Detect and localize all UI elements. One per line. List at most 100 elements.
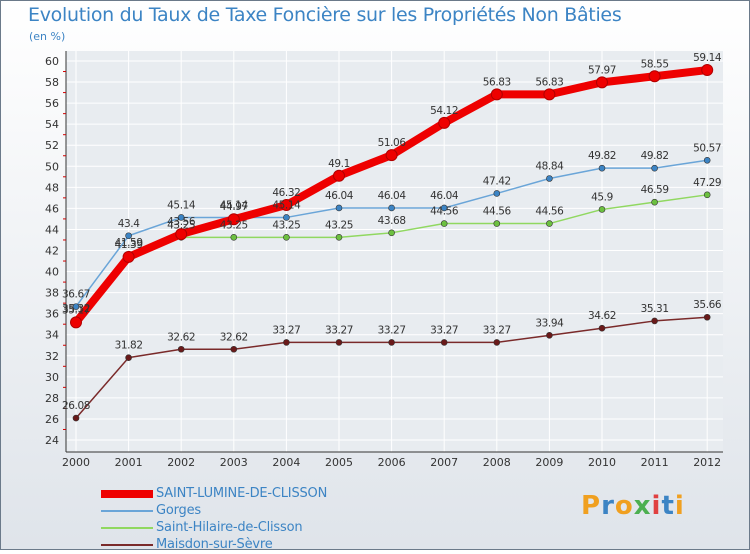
data-label: 33.27: [325, 324, 353, 336]
data-label: 47.42: [483, 175, 511, 187]
logo-letter: P: [581, 491, 602, 521]
data-label: 35.17: [62, 304, 90, 316]
logo-letter: o: [614, 491, 634, 521]
data-point: [70, 316, 82, 329]
data-label: 44.56: [430, 206, 459, 218]
data-point: [335, 204, 343, 212]
y-tick-label: 34: [45, 329, 59, 342]
legend-swatch-0: [101, 490, 153, 498]
y-tick-label: 48: [45, 181, 59, 194]
legend-swatch-1: [101, 510, 153, 512]
data-point: [703, 313, 711, 321]
x-tick-label: 2009: [535, 456, 563, 469]
legend-swatch-2: [101, 527, 153, 529]
data-label: 49.1: [328, 158, 350, 170]
data-label: 43.25: [325, 219, 353, 231]
y-tick-label: 44: [45, 223, 59, 236]
data-point: [177, 345, 185, 353]
data-label: 56.83: [483, 76, 511, 88]
data-label: 43.4: [118, 218, 140, 230]
data-point: [493, 220, 501, 227]
data-label: 46.59: [641, 184, 669, 196]
y-tick-label: 46: [45, 202, 59, 215]
data-point: [651, 164, 658, 172]
x-tick-label: 2001: [115, 456, 143, 469]
data-label: 43.25: [220, 219, 248, 231]
data-point: [703, 191, 711, 199]
data-label: 31.82: [115, 340, 143, 352]
data-label: 36.67: [62, 289, 90, 301]
y-tick-label: 32: [45, 350, 59, 363]
data-point: [598, 206, 606, 213]
data-point: [440, 204, 448, 212]
data-point: [543, 88, 556, 101]
data-label: 41.59: [115, 237, 143, 249]
y-tick-label: 60: [45, 55, 59, 68]
y-tick-label: 58: [45, 76, 59, 89]
data-label: 46.04: [378, 190, 407, 202]
x-tick-label: 2012: [693, 456, 721, 469]
data-label: 32.62: [220, 331, 248, 343]
data-point: [701, 64, 714, 77]
data-point: [596, 76, 608, 89]
data-label: 43.56: [167, 216, 196, 228]
data-point: [598, 164, 606, 172]
data-point: [703, 156, 711, 164]
legend-label-0: SAINT-LUMINE-DE-CLISSON: [156, 486, 328, 501]
data-point: [651, 317, 658, 325]
y-tick-label: 42: [45, 245, 59, 258]
data-label: 33.94: [535, 317, 564, 329]
data-point: [493, 190, 501, 197]
y-tick-label: 24: [45, 434, 59, 447]
data-point: [493, 339, 501, 346]
data-label: 45.14: [167, 199, 196, 211]
data-label: 43.25: [272, 219, 300, 231]
legend-label-3: Maisdon-sur-Sèvre: [156, 537, 273, 552]
data-point: [388, 204, 395, 212]
data-point: [648, 70, 661, 83]
x-tick-label: 2005: [325, 456, 353, 469]
data-label: 44.56: [483, 206, 512, 218]
data-point: [333, 169, 345, 182]
data-point: [546, 175, 553, 182]
y-tick-label: 40: [45, 266, 59, 279]
logo-letter: i: [651, 491, 662, 521]
data-label: 47.29: [693, 177, 721, 189]
data-label: 50.57: [693, 142, 721, 154]
data-point: [388, 339, 395, 346]
data-point: [125, 354, 132, 361]
data-label: 33.27: [378, 324, 406, 336]
data-label: 35.32: [62, 303, 90, 315]
data-point: [280, 199, 293, 212]
x-tick-label: 2008: [483, 456, 511, 469]
y-tick-label: 52: [45, 139, 59, 152]
data-label: 45.14: [220, 199, 249, 211]
data-point: [283, 339, 290, 346]
data-label: 48.84: [535, 160, 564, 172]
data-point: [177, 214, 185, 221]
legend-swatch-3: [101, 544, 153, 546]
x-tick-label: 2010: [588, 456, 616, 469]
y-tick-label: 54: [45, 118, 59, 131]
data-point: [122, 250, 135, 263]
data-label: 46.04: [430, 190, 459, 202]
data-point: [125, 232, 132, 240]
data-point: [230, 345, 238, 353]
data-point: [438, 116, 451, 129]
x-tick-label: 2007: [430, 456, 458, 469]
data-label: 44.56: [535, 206, 564, 218]
data-point: [335, 339, 343, 346]
data-label: 49.82: [588, 150, 616, 162]
x-tick-label: 2004: [272, 456, 300, 469]
y-tick-label: 36: [45, 308, 59, 321]
x-tick-label: 2011: [641, 456, 669, 469]
data-label: 45.14: [272, 199, 301, 211]
x-tick-label: 2006: [378, 456, 406, 469]
logo-letter: x: [633, 491, 652, 521]
data-label: 32.62: [167, 331, 195, 343]
data-point: [385, 149, 398, 162]
data-label: 46.04: [325, 190, 354, 202]
proxiti-logo[interactable]: Proxiti: [581, 491, 685, 521]
